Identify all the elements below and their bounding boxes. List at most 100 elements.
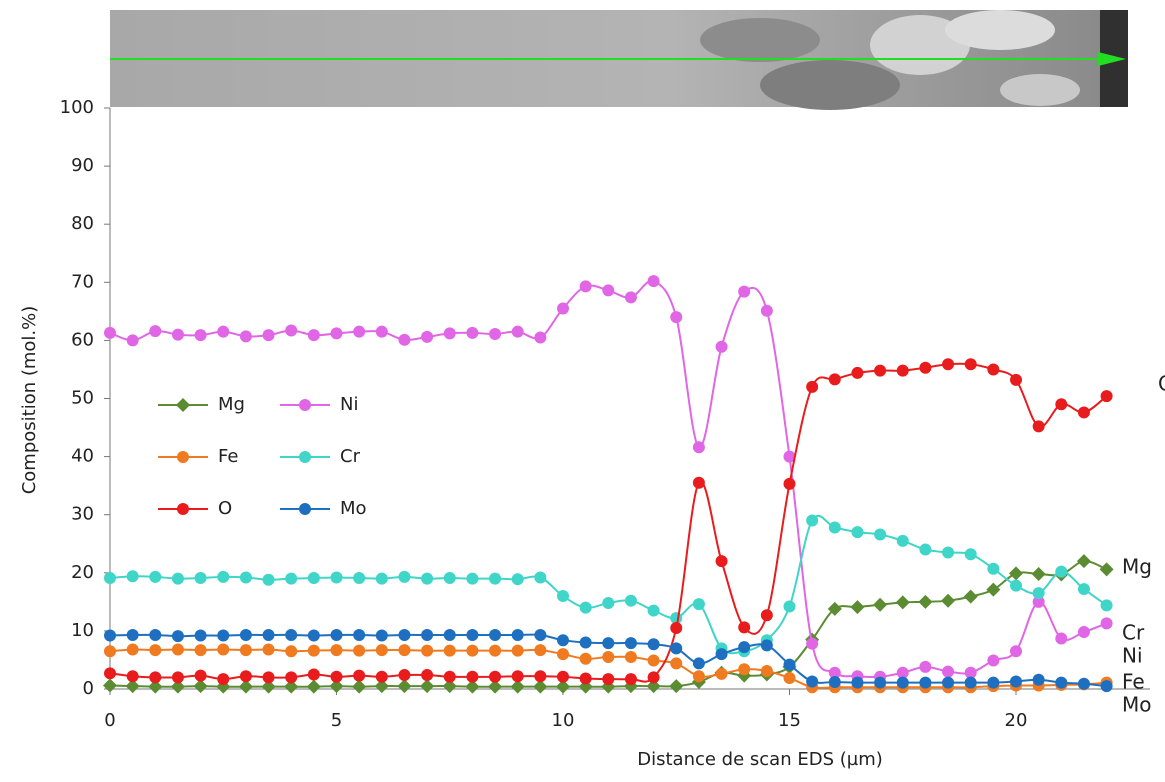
marker — [556, 679, 570, 694]
marker — [375, 325, 388, 338]
marker — [647, 654, 660, 667]
marker — [307, 644, 320, 657]
marker — [896, 666, 909, 679]
marker — [1077, 406, 1090, 419]
marker — [104, 629, 116, 642]
marker — [353, 572, 366, 585]
marker — [489, 328, 502, 341]
marker — [104, 326, 116, 339]
marker — [647, 671, 660, 684]
marker — [783, 600, 796, 613]
marker — [873, 597, 888, 612]
marker — [352, 679, 367, 694]
marker — [534, 670, 547, 683]
marker — [285, 671, 298, 684]
legend-label: Mo — [340, 498, 367, 519]
marker — [783, 477, 796, 490]
marker — [646, 679, 661, 694]
marker — [738, 621, 751, 634]
marker — [918, 594, 933, 609]
marker — [874, 528, 887, 541]
marker — [126, 334, 139, 347]
marker — [624, 594, 637, 607]
x-tick-label: 15 — [778, 710, 801, 731]
marker — [353, 644, 366, 657]
marker — [149, 671, 162, 684]
marker — [489, 628, 502, 641]
marker — [624, 673, 637, 686]
marker — [443, 670, 456, 683]
y-tick-label: 70 — [71, 271, 94, 292]
marker — [738, 663, 751, 676]
marker — [670, 621, 683, 634]
marker — [420, 679, 435, 694]
legend-label: O — [218, 498, 232, 519]
marker — [489, 572, 502, 585]
marker — [149, 325, 162, 338]
marker — [443, 572, 456, 585]
marker — [488, 679, 503, 694]
marker — [330, 327, 343, 340]
marker — [329, 679, 344, 694]
marker — [398, 570, 411, 583]
marker — [941, 593, 956, 608]
marker — [177, 451, 189, 463]
marker — [670, 657, 683, 670]
marker — [579, 636, 592, 649]
marker — [1055, 632, 1068, 645]
series — [104, 628, 1113, 693]
marker — [738, 641, 751, 654]
marker — [374, 679, 389, 694]
marker — [557, 670, 569, 683]
marker — [1010, 675, 1022, 688]
marker — [602, 637, 615, 650]
marker — [647, 275, 660, 288]
y-tick-label: 80 — [71, 213, 94, 234]
end-label: Cr — [1122, 621, 1145, 645]
marker — [510, 679, 525, 694]
marker — [534, 571, 547, 584]
marker — [353, 628, 366, 641]
x-tick-label: 10 — [552, 710, 575, 731]
marker — [421, 330, 434, 343]
marker — [964, 676, 977, 689]
marker — [104, 667, 116, 680]
series-line — [109, 279, 1107, 679]
marker — [1100, 599, 1113, 612]
marker — [299, 399, 311, 411]
marker — [103, 678, 117, 693]
marker — [783, 658, 796, 671]
marker — [1032, 673, 1045, 686]
legend-label: Fe — [218, 446, 238, 467]
marker — [1077, 626, 1090, 639]
marker — [783, 450, 796, 463]
marker — [895, 595, 910, 610]
marker — [986, 582, 1001, 597]
marker — [1077, 583, 1090, 596]
y-tick-label: 100 — [60, 97, 94, 118]
marker — [217, 673, 230, 686]
marker — [299, 503, 311, 515]
legend-label: Cr — [340, 446, 361, 467]
marker — [1032, 595, 1045, 608]
marker — [398, 644, 411, 657]
marker — [896, 676, 909, 689]
marker — [1099, 562, 1114, 577]
marker — [126, 570, 139, 583]
marker — [375, 572, 388, 585]
marker — [1076, 554, 1091, 569]
marker — [330, 628, 343, 641]
marker — [149, 628, 162, 641]
marker — [806, 675, 819, 688]
marker — [217, 629, 230, 642]
legend-label: Ni — [340, 394, 358, 415]
series — [104, 514, 1113, 658]
marker — [851, 676, 864, 689]
marker — [375, 670, 388, 683]
marker — [284, 679, 299, 694]
marker — [176, 398, 190, 412]
marker — [669, 679, 684, 694]
marker — [285, 645, 298, 658]
y-tick-label: 60 — [71, 329, 94, 350]
